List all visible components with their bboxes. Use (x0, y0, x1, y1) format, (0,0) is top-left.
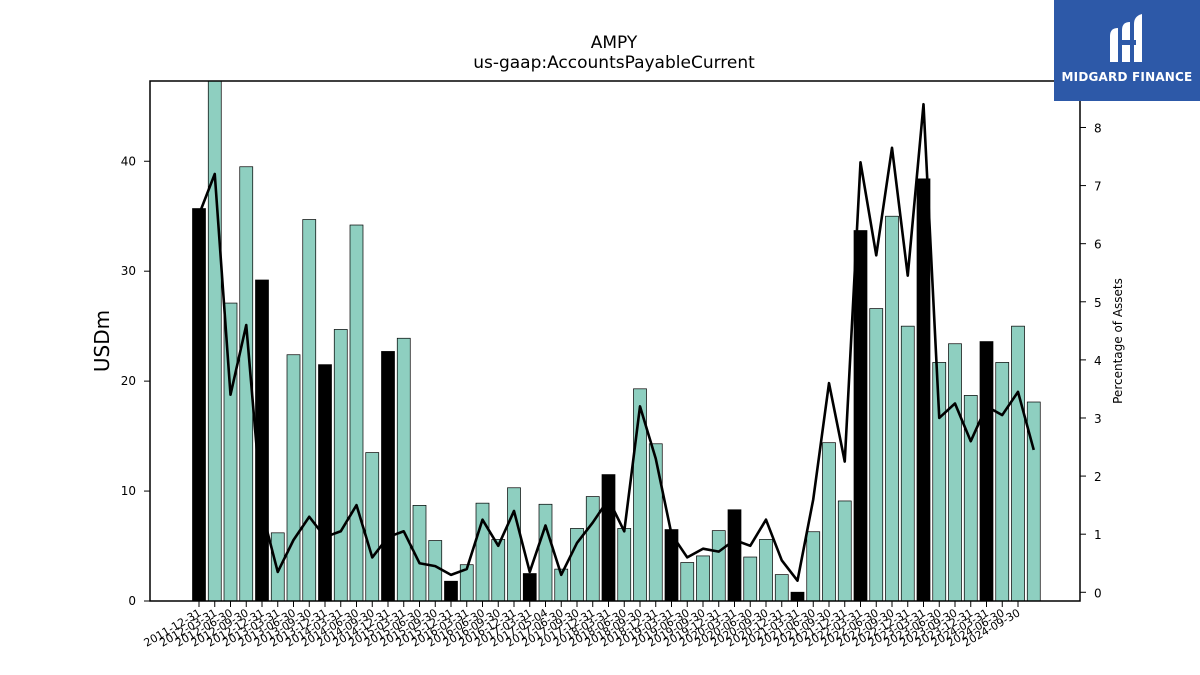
y2-tick-label: 3 (1094, 412, 1102, 426)
bar (365, 452, 380, 602)
bar (491, 539, 506, 602)
y2-tick-label: 0 (1094, 586, 1102, 600)
y-tick-label: 30 (121, 264, 136, 278)
y-axis-label: USDm (90, 310, 114, 372)
bar (822, 442, 836, 602)
bar (774, 574, 789, 602)
y2-tick-label: 2 (1094, 470, 1102, 484)
bar (538, 503, 553, 602)
line-group (197, 102, 1036, 582)
bar (963, 395, 978, 602)
y-tick-label: 10 (121, 484, 136, 498)
chart-title: AMPY (591, 33, 638, 53)
y-tick-label: 40 (121, 154, 136, 168)
bar (948, 343, 962, 602)
bar (743, 556, 758, 602)
bar (853, 230, 868, 602)
x-axis-ticks: 2011-12-312012-03-312012-06-302012-09-30… (142, 601, 1023, 650)
bar (286, 354, 301, 602)
bar (318, 364, 332, 602)
bar (475, 502, 490, 602)
right-axis-ticks: 0 1 2 3 4 5 6 7 8 (1080, 121, 1102, 600)
bar (333, 329, 348, 602)
bar (396, 337, 411, 602)
bar (837, 500, 852, 602)
y-tick-label: 0 (128, 594, 136, 608)
logo-text: MIDGARD FINANCE (1061, 70, 1193, 84)
bar (601, 474, 616, 602)
bar (207, 80, 222, 602)
bar (1011, 325, 1025, 602)
bar (349, 224, 364, 602)
percentage-line (197, 102, 1036, 582)
y2-tick-label: 4 (1094, 354, 1102, 368)
midgard-logo-icon (1110, 14, 1142, 62)
bar (381, 351, 395, 602)
bar (302, 219, 317, 602)
plot-frame (149, 80, 1081, 602)
y-tick-label: 20 (121, 374, 136, 388)
bar (727, 509, 742, 602)
y2-tick-label: 5 (1094, 296, 1102, 310)
bars-group (192, 80, 1041, 602)
bar (759, 539, 773, 602)
bar (192, 208, 206, 602)
y2-tick-label: 6 (1094, 238, 1102, 252)
y2-tick-label: 1 (1094, 528, 1102, 542)
bar (507, 487, 521, 602)
bar (617, 528, 632, 602)
y2-tick-label: 8 (1094, 121, 1102, 135)
bar (869, 308, 884, 602)
bar (696, 555, 710, 602)
bar (255, 279, 269, 602)
bar (995, 362, 1010, 602)
y2-axis-label: Percentage of Assets (1111, 278, 1125, 404)
bar (570, 528, 584, 602)
chart-subtitle: us-gaap:AccountsPayableCurrent (473, 53, 755, 73)
bar (585, 496, 600, 602)
bar (900, 325, 915, 602)
bar (916, 178, 931, 602)
bar (648, 443, 663, 602)
bar (790, 591, 805, 602)
bar (522, 573, 537, 602)
left-axis-ticks: 0 10 20 30 40 (121, 154, 150, 608)
bar (711, 530, 726, 602)
bar (806, 531, 821, 602)
brand-logo: MIDGARD FINANCE (1054, 0, 1200, 101)
bar (885, 215, 899, 602)
bar (444, 580, 458, 602)
bar (428, 540, 443, 602)
bar (680, 562, 695, 602)
y2-tick-label: 7 (1094, 180, 1102, 194)
bar (979, 341, 994, 602)
